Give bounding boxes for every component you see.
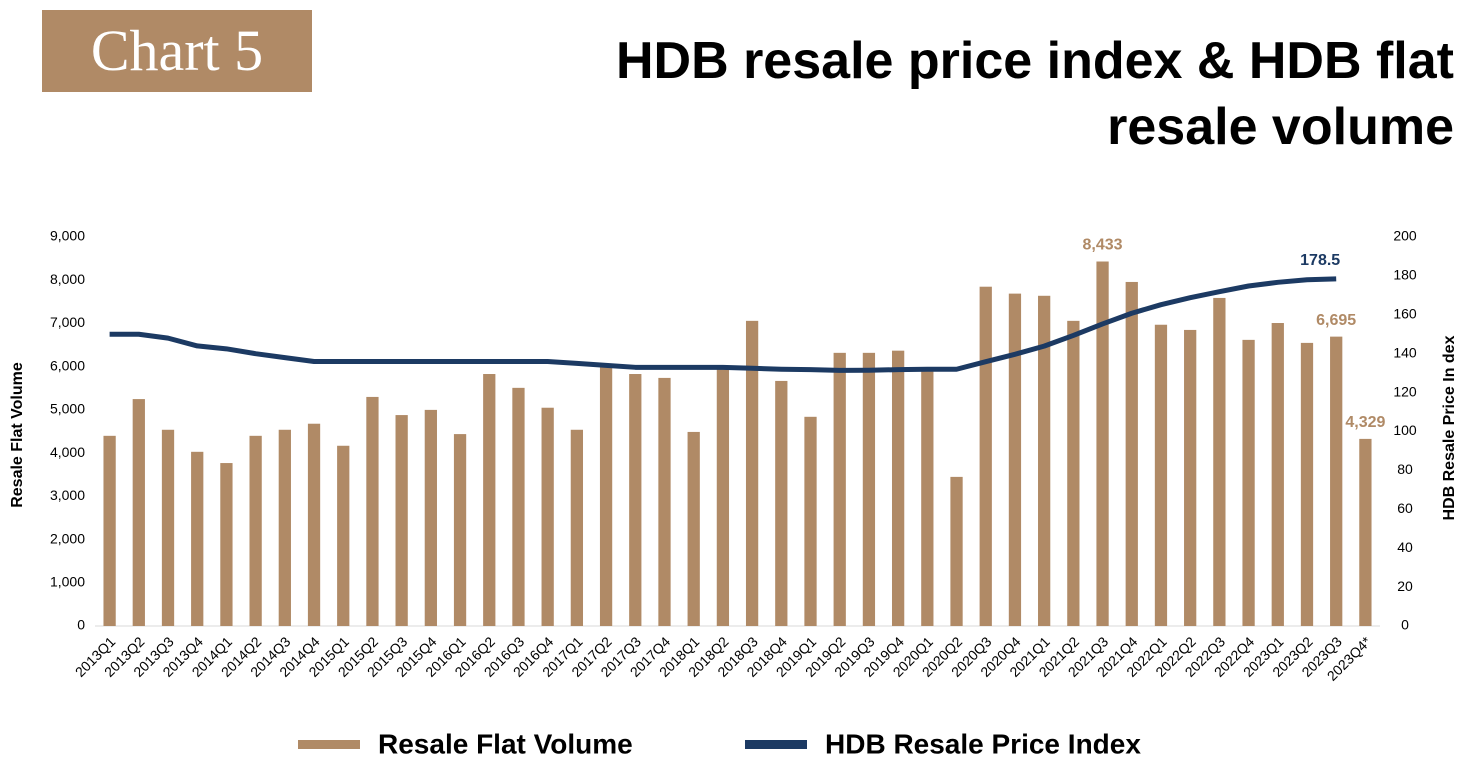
y2-tick-label: 100 <box>1393 422 1417 438</box>
data-label: 178.5 <box>1300 252 1340 269</box>
y2-tick-label: 180 <box>1393 267 1417 283</box>
bar <box>307 423 321 626</box>
bar <box>483 374 496 626</box>
y2-tick-label: 160 <box>1393 306 1417 322</box>
bar <box>278 429 291 626</box>
bar <box>833 352 846 626</box>
bar <box>541 407 554 626</box>
bar <box>453 434 467 626</box>
bar <box>395 415 408 626</box>
bar <box>1096 261 1109 626</box>
y2-tick-label: 140 <box>1393 344 1417 360</box>
bar <box>249 435 262 626</box>
bar <box>716 368 730 626</box>
bar <box>337 445 350 626</box>
bar <box>658 377 671 626</box>
data-label: 4,329 <box>1345 414 1385 431</box>
bar <box>220 463 233 626</box>
bar <box>424 409 437 626</box>
bar <box>512 387 525 626</box>
bar <box>1213 297 1226 626</box>
data-label: 6,695 <box>1316 312 1356 329</box>
bar <box>862 352 876 626</box>
y2-tick-label: 0 <box>1401 617 1409 633</box>
line <box>109 276 1337 373</box>
bar <box>891 350 905 626</box>
y2-tick-label: 200 <box>1393 228 1417 244</box>
bar <box>366 396 379 626</box>
bar <box>161 429 175 626</box>
y2-tick-label: 80 <box>1397 461 1413 477</box>
y2-tick-label: 40 <box>1397 539 1413 555</box>
bar <box>950 476 963 626</box>
y-tick-label: 6,000 <box>50 357 85 373</box>
bar <box>1154 324 1168 626</box>
y-tick-label: 7,000 <box>50 314 85 330</box>
bar <box>687 431 700 626</box>
bar <box>1038 295 1051 626</box>
legend-label: Resale Flat Volume <box>378 728 633 759</box>
y-tick-label: 4,000 <box>50 444 85 460</box>
badge: Chart 5 <box>42 10 312 92</box>
bar <box>1359 438 1372 626</box>
bar <box>921 369 934 626</box>
bar <box>1300 342 1314 626</box>
bar <box>1125 281 1138 626</box>
legend-swatch <box>745 740 807 749</box>
bar <box>599 365 613 626</box>
data-label: 8,433 <box>1083 237 1123 254</box>
bar <box>132 399 145 626</box>
bar <box>1330 336 1343 626</box>
bar <box>1184 329 1197 626</box>
y-axis-label: Resale Flat Volume <box>9 362 26 508</box>
y-tick-label: 9,000 <box>50 228 85 244</box>
bar <box>1271 323 1284 626</box>
y2-tick-label: 60 <box>1397 500 1413 516</box>
bar <box>1008 293 1022 626</box>
chart-title: HDB resale price index & HDB flat resale… <box>615 32 1454 156</box>
y-tick-label: 3,000 <box>50 487 85 503</box>
y-tick-label: 0 <box>77 617 85 633</box>
bar <box>804 416 817 626</box>
bar <box>103 435 116 626</box>
bar <box>1067 320 1080 626</box>
legend-label: HDB Resale Price Index <box>825 728 1141 759</box>
y-tick-label: 2,000 <box>50 530 85 546</box>
y-tick-label: 5,000 <box>50 401 85 417</box>
legend-swatch <box>298 740 360 749</box>
bar <box>570 429 584 626</box>
bar <box>775 380 788 626</box>
y2-axis-label: HDB Resale Price In dex <box>1441 335 1458 520</box>
y2-tick-label: 20 <box>1397 578 1413 594</box>
y2-tick-label: 120 <box>1393 383 1417 399</box>
bar <box>629 374 642 626</box>
bar <box>1242 339 1255 626</box>
y-tick-label: 1,000 <box>50 573 85 589</box>
y-tick-label: 8,000 <box>50 271 85 287</box>
bar <box>191 451 204 626</box>
bar <box>979 286 992 626</box>
bar <box>745 320 759 626</box>
